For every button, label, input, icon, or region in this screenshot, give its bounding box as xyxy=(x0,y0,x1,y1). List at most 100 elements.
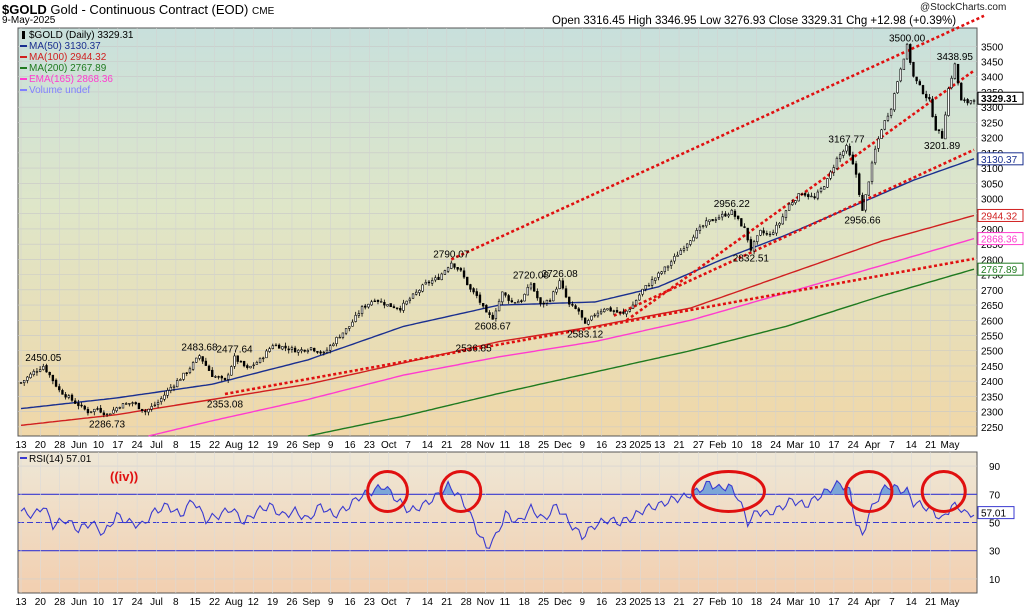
candle-body xyxy=(370,301,373,306)
candle-body xyxy=(233,355,236,367)
rsi-x-tick-label: 12 xyxy=(248,597,260,608)
candle-body xyxy=(835,157,839,169)
candle-body xyxy=(794,200,797,204)
candle-body xyxy=(252,364,255,367)
candle-body xyxy=(430,280,434,284)
candle-body xyxy=(376,299,380,302)
candle-body xyxy=(118,407,121,409)
rsi-x-tick-label: Oct xyxy=(381,597,397,608)
candle-body xyxy=(638,294,641,301)
price-x-tick-label: 28 xyxy=(461,440,473,451)
price-x-tick-label: 24 xyxy=(770,440,782,451)
candle-body xyxy=(721,213,724,218)
candle-body xyxy=(341,332,345,338)
candle-body xyxy=(571,304,574,306)
candle-body xyxy=(332,343,335,346)
rsi-highlight-circle xyxy=(844,469,894,513)
candle-body xyxy=(169,386,172,391)
candle-body xyxy=(204,360,208,366)
candle-body xyxy=(784,210,788,218)
candle-body xyxy=(415,291,418,295)
candle-body xyxy=(48,371,51,376)
candle-body xyxy=(220,376,223,379)
candle-body xyxy=(418,290,421,293)
candle-body xyxy=(201,356,204,362)
candle-body xyxy=(587,320,590,325)
candle-body xyxy=(603,308,606,313)
rsi-x-tick-label: Dec xyxy=(554,597,572,608)
candle-body xyxy=(494,310,498,319)
legend-label: MA(50) 3130.37 xyxy=(29,41,101,52)
candle-body xyxy=(593,314,596,317)
rsi-x-tick-label: 8 xyxy=(173,597,179,608)
price-y-tick-label: 2600 xyxy=(981,316,1004,327)
price-annotation: 2353.08 xyxy=(207,399,244,410)
price-x-tick-label: 28 xyxy=(54,440,66,451)
candle-body xyxy=(265,350,268,359)
candle-body xyxy=(803,193,807,196)
candle-body xyxy=(424,282,427,285)
candle-body xyxy=(956,63,960,84)
candle-body xyxy=(574,305,577,309)
price-x-tick-label: 24 xyxy=(132,440,144,451)
rsi-x-tick-label: 22 xyxy=(209,597,221,608)
candle-body xyxy=(198,355,201,359)
rsi-x-tick-label: 10 xyxy=(732,597,744,608)
candle-body xyxy=(842,150,845,156)
candle-body xyxy=(950,77,953,89)
rsi-x-tick-label: Sep xyxy=(302,597,320,608)
candle-body xyxy=(918,81,921,86)
candle-body xyxy=(239,361,243,363)
axis-value-tag: 2767.89 xyxy=(977,262,1024,276)
price-annotation: 2483.68 xyxy=(181,343,218,354)
candle-body xyxy=(42,366,45,370)
candle-body xyxy=(258,357,262,363)
candle-body xyxy=(529,283,533,289)
candle-body xyxy=(357,313,361,316)
candle-body xyxy=(440,273,443,281)
rsi-x-tick-label: 7 xyxy=(405,597,411,608)
candle-body xyxy=(153,404,157,407)
candle-body xyxy=(453,263,456,268)
candle-body xyxy=(883,120,886,130)
price-x-tick-label: 15 xyxy=(190,440,202,451)
rsi-x-tick-label: 18 xyxy=(519,597,531,608)
candle-body xyxy=(26,376,29,381)
candle-body xyxy=(606,308,609,311)
price-x-tick-label: 21 xyxy=(441,440,453,451)
price-annotation: 2726.08 xyxy=(542,269,579,280)
candle-body xyxy=(689,240,692,245)
candle-body xyxy=(160,398,163,402)
rsi-value-tag-text: 57.01 xyxy=(981,509,1006,520)
candle-body xyxy=(89,411,93,413)
rsi-x-tick-label: Jun xyxy=(71,597,87,608)
axis-value-tag-text: 3329.31 xyxy=(981,94,1018,105)
rsi-x-tick-label: 24 xyxy=(132,597,144,608)
candle-body xyxy=(580,310,584,318)
price-x-tick-label: Aug xyxy=(225,440,243,451)
candle-body xyxy=(727,214,730,217)
candle-body xyxy=(166,390,169,396)
candle-body xyxy=(925,93,928,99)
candle-body xyxy=(634,300,638,306)
price-annotation: 2450.05 xyxy=(25,353,62,364)
price-y-tick-label: 3250 xyxy=(981,118,1004,129)
candle-body xyxy=(510,300,514,303)
candle-body xyxy=(523,293,526,302)
candle-body xyxy=(207,365,211,371)
candle-body xyxy=(268,348,271,352)
rsi-x-tick-label: Aug xyxy=(225,597,243,608)
price-annotation: 2720.08 xyxy=(513,271,550,282)
candle-body xyxy=(960,82,963,101)
candle-body xyxy=(746,227,749,241)
candle-body xyxy=(128,403,131,405)
rsi-x-tick-label: 13 xyxy=(15,597,27,608)
candle-body xyxy=(628,308,631,312)
axis-value-tag: 3329.31 xyxy=(977,91,1024,105)
candle-body xyxy=(590,315,593,321)
ma200-line xyxy=(307,268,975,437)
candle-body xyxy=(778,222,781,226)
candle-body xyxy=(459,268,463,271)
price-annotation: 2477.64 xyxy=(216,345,253,356)
candle-body xyxy=(826,178,829,188)
